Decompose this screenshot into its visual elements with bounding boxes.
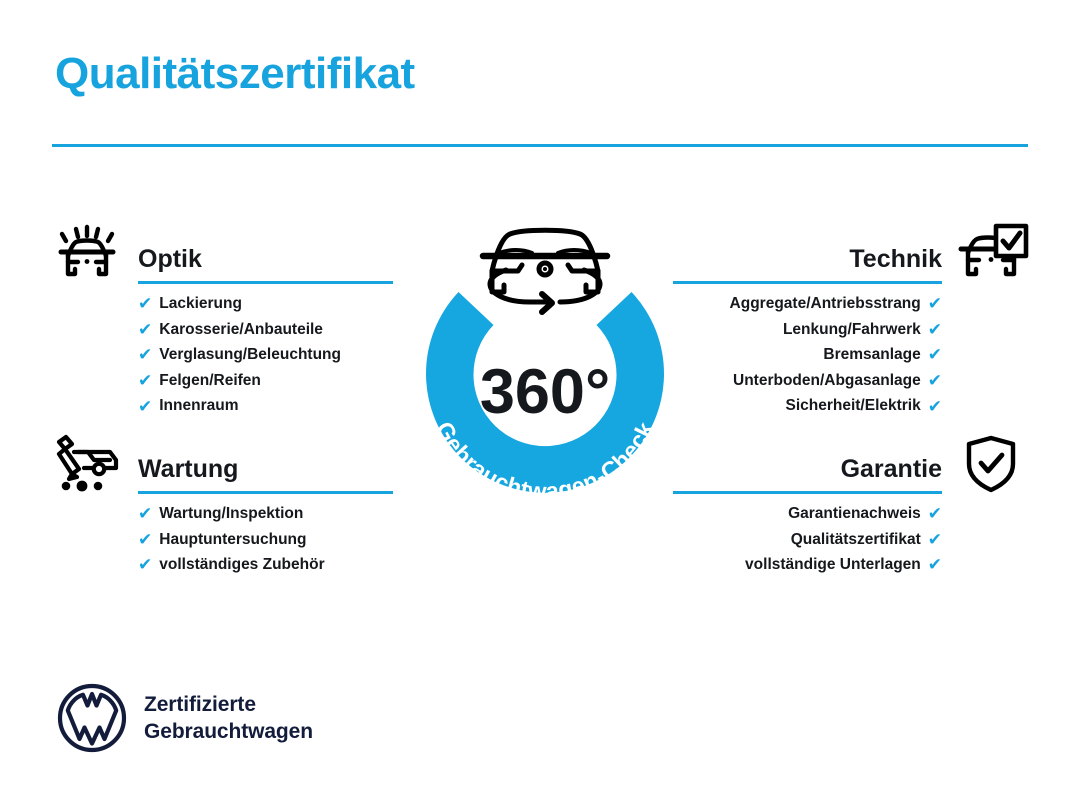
section-underline-garantie [673, 491, 942, 494]
list-item-label: Lackierung [159, 295, 242, 312]
section-title-optik: Optik [138, 245, 202, 273]
car-service-pencil-icon [48, 432, 126, 494]
car-rotation-icon [479, 227, 611, 315]
check-icon: ✔ [927, 371, 942, 391]
list-item: ✔ Lackierung [48, 291, 398, 317]
list-item: Lenkung/Fahrwerk ✔ [670, 317, 1030, 343]
section-optik: Optik ✔ Lackierung ✔ Karosserie/Anbauteile… [48, 222, 398, 419]
section-underline-technik [673, 281, 942, 284]
section-technik: Technik Aggregate/Antriebsstrang ✔ Lenkun… [670, 222, 1030, 419]
car-checkbox-icon [952, 222, 1030, 284]
list-item: ✔ vollständiges Zubehör [48, 552, 398, 578]
list-item: ✔ Innenraum [48, 393, 398, 419]
list-item-label: Hauptuntersuchung [159, 530, 307, 548]
list-item-label: Garantienachweis [788, 505, 921, 522]
shield-check-icon [952, 432, 1030, 494]
list-item: ✔ Hauptuntersuchung [48, 527, 398, 553]
section-garantie: Garantie Garantienachweis ✔ Qualitätszert… [670, 432, 1030, 578]
list-item-label: vollständiges Zubehör [159, 556, 325, 574]
list-item-label: Innenraum [159, 397, 239, 415]
check-icon: ✔ [138, 319, 153, 339]
list-item: ✔ Felgen/Reifen [48, 368, 398, 394]
badge-360-check: 360° Gebrauchtwagen-Check [400, 208, 690, 510]
section-header-wartung: Wartung [48, 432, 398, 498]
list-item-label: Verglasung/Beleuchtung [159, 346, 341, 364]
list-item: vollständige Unterlagen ✔ [670, 552, 1030, 578]
checklist-wartung: ✔ Wartung/Inspektion ✔ Hauptuntersuchung ✔… [48, 501, 398, 578]
check-icon: ✔ [138, 345, 153, 365]
checklist-technik: Aggregate/Antriebsstrang ✔ Lenkung/Fahrwe… [670, 291, 1030, 419]
check-icon: ✔ [138, 294, 153, 314]
list-item: ✔ Wartung/Inspektion [48, 501, 398, 527]
vw-footer-text: Zertifizierte Gebrauchtwagen [144, 691, 313, 745]
list-item: Qualitätszertifikat ✔ [670, 527, 1030, 553]
list-item: Garantienachweis ✔ [670, 501, 1030, 527]
checklist-garantie: Garantienachweis ✔ Qualitätszertifikat ✔ v… [670, 501, 1030, 578]
list-item: ✔ Karosserie/Anbauteile [48, 317, 398, 343]
check-icon: ✔ [927, 396, 942, 416]
check-icon: ✔ [138, 529, 153, 549]
list-item: Sicherheit/Elektrik ✔ [670, 393, 1030, 419]
section-header-optik: Optik [48, 222, 398, 288]
check-icon: ✔ [138, 555, 153, 575]
section-header-technik: Technik [670, 222, 1030, 288]
list-item-label: Bremsanlage [823, 346, 921, 364]
vw-logo-icon [56, 682, 128, 754]
section-title-garantie: Garantie [840, 455, 942, 483]
checklist-optik: ✔ Lackierung ✔ Karosserie/Anbauteile ✔ Verg… [48, 291, 398, 419]
list-item-label: Wartung/Inspektion [159, 505, 304, 522]
list-item-label: Felgen/Reifen [159, 371, 261, 389]
section-header-garantie: Garantie [670, 432, 1030, 498]
check-icon: ✔ [927, 294, 942, 314]
check-icon: ✔ [138, 504, 153, 524]
list-item: Unterboden/Abgasanlage ✔ [670, 368, 1030, 394]
badge-center-label: 360° [480, 357, 610, 427]
section-title-wartung: Wartung [138, 455, 239, 483]
list-item-label: Unterboden/Abgasanlage [733, 371, 921, 389]
check-icon: ✔ [138, 371, 153, 391]
car-shine-icon [48, 222, 126, 284]
check-icon: ✔ [927, 345, 942, 365]
section-title-technik: Technik [849, 245, 942, 273]
list-item: Aggregate/Antriebsstrang ✔ [670, 291, 1030, 317]
check-icon: ✔ [138, 396, 153, 416]
list-item-label: Qualitätszertifikat [790, 530, 921, 548]
list-item-label: Karosserie/Anbauteile [159, 320, 323, 338]
page-title: Qualitätszertifikat [55, 49, 415, 98]
vw-footer-line2: Gebrauchtwagen [144, 720, 313, 743]
section-wartung: Wartung ✔ Wartung/Inspektion ✔ Hauptunters… [48, 432, 398, 578]
list-item-label: Aggregate/Antriebsstrang [729, 295, 921, 312]
list-item: ✔ Verglasung/Beleuchtung [48, 342, 398, 368]
check-icon: ✔ [927, 504, 942, 524]
section-underline-wartung [138, 491, 393, 494]
list-item-label: Lenkung/Fahrwerk [782, 320, 921, 338]
list-item-label: Sicherheit/Elektrik [785, 397, 921, 415]
list-item-label: vollständige Unterlagen [745, 556, 921, 574]
check-icon: ✔ [927, 529, 942, 549]
vw-footer: Zertifizierte Gebrauchtwagen [56, 682, 313, 754]
section-underline-optik [138, 281, 393, 284]
title-divider [52, 144, 1028, 147]
ring-arc [426, 292, 664, 493]
check-icon: ✔ [927, 319, 942, 339]
vw-footer-line1: Zertifizierte [144, 693, 256, 716]
check-icon: ✔ [927, 555, 942, 575]
list-item: Bremsanlage ✔ [670, 342, 1030, 368]
